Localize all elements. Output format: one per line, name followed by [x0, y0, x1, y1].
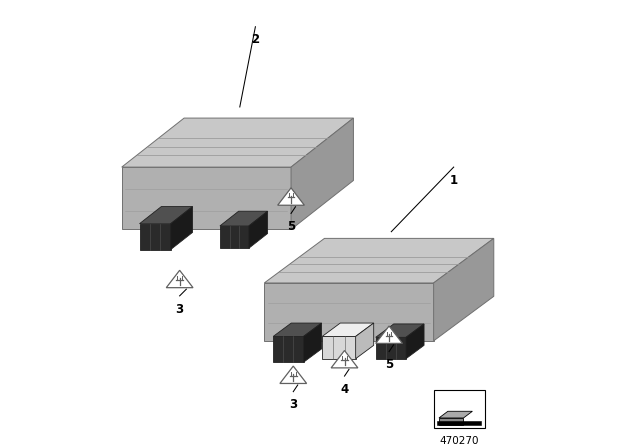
Polygon shape: [434, 238, 494, 341]
Text: 5: 5: [287, 220, 295, 233]
Polygon shape: [220, 226, 249, 248]
Polygon shape: [437, 421, 481, 425]
Polygon shape: [140, 207, 193, 224]
Polygon shape: [376, 337, 406, 359]
Polygon shape: [166, 270, 193, 288]
Polygon shape: [264, 283, 434, 341]
Polygon shape: [322, 336, 356, 359]
Polygon shape: [439, 411, 472, 418]
Polygon shape: [322, 323, 374, 336]
Text: 3: 3: [175, 302, 184, 315]
Text: 2: 2: [252, 34, 259, 47]
Polygon shape: [273, 336, 303, 362]
Polygon shape: [331, 350, 358, 368]
Polygon shape: [280, 366, 307, 383]
Text: 1: 1: [450, 174, 458, 187]
Polygon shape: [278, 188, 305, 205]
Polygon shape: [303, 323, 321, 362]
Polygon shape: [122, 167, 291, 229]
Text: 5: 5: [385, 358, 393, 371]
Polygon shape: [171, 207, 193, 250]
Polygon shape: [406, 324, 424, 359]
Polygon shape: [376, 326, 403, 343]
Text: 470270: 470270: [440, 436, 479, 446]
Polygon shape: [439, 418, 463, 425]
Polygon shape: [291, 118, 353, 229]
Text: 4: 4: [340, 383, 349, 396]
Polygon shape: [376, 324, 424, 337]
Text: 3: 3: [289, 398, 298, 411]
Polygon shape: [122, 118, 353, 167]
Polygon shape: [140, 224, 171, 250]
Polygon shape: [356, 323, 374, 359]
Polygon shape: [273, 323, 321, 336]
Polygon shape: [220, 211, 268, 226]
Polygon shape: [249, 211, 268, 248]
Polygon shape: [434, 390, 485, 428]
Polygon shape: [264, 238, 494, 283]
